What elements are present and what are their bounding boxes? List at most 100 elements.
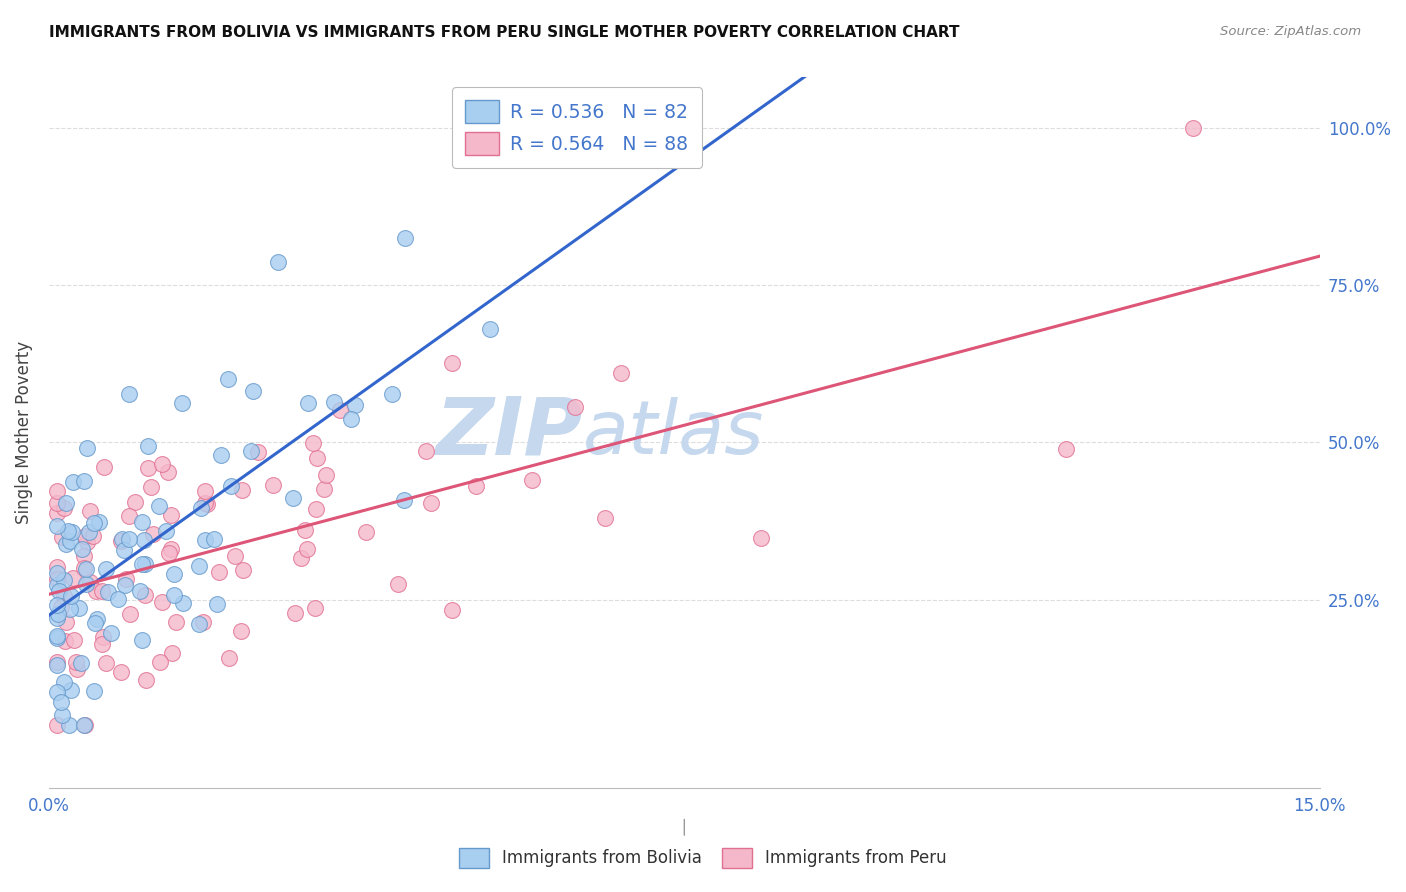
Point [232, 562, 254, 576]
Point [46, 506, 69, 520]
Point [55, 496, 77, 510]
Point [118, 508, 141, 523]
Text: IMMIGRANTS FROM BOLIVIA VS IMMIGRANTS FROM PERU SINGLE MOTHER POVERTY CORRELATIO: IMMIGRANTS FROM BOLIVIA VS IMMIGRANTS FR… [49, 25, 960, 40]
Point [66, 661, 89, 675]
Point [208, 565, 231, 579]
Point [96, 562, 118, 576]
Point [136, 461, 159, 475]
Point [114, 578, 136, 592]
Point [75, 529, 97, 543]
Point [46, 496, 69, 510]
Point [307, 450, 329, 465]
Legend: Immigrants from Bolivia, Immigrants from Peru: Immigrants from Bolivia, Immigrants from… [453, 841, 953, 875]
Point [281, 491, 304, 505]
Point [86, 612, 108, 626]
Point [46, 655, 69, 669]
Point [65, 655, 87, 669]
Legend: R = 0.536   N = 82, R = 0.564   N = 88: R = 0.536 N = 82, R = 0.564 N = 88 [453, 87, 702, 169]
Point [75, 561, 97, 575]
Point [749, 531, 772, 545]
Point [73, 718, 96, 732]
Point [267, 255, 290, 269]
Point [132, 533, 155, 548]
Point [155, 524, 177, 538]
Point [56, 524, 79, 538]
Point [564, 400, 586, 414]
Point [294, 524, 316, 538]
Point [160, 508, 183, 523]
Point [58, 718, 80, 732]
Point [136, 439, 159, 453]
Point [202, 532, 225, 546]
Text: ZIP: ZIP [436, 394, 582, 472]
Point [194, 533, 217, 548]
Point [55, 615, 77, 630]
Point [46, 610, 69, 624]
Point [193, 615, 215, 629]
Point [73, 561, 96, 575]
Point [172, 595, 194, 609]
Point [79, 575, 101, 590]
Point [46, 566, 69, 581]
Point [135, 673, 157, 687]
Point [100, 626, 122, 640]
Point [1181, 120, 1204, 135]
Point [111, 532, 134, 546]
Point [91, 630, 114, 644]
Point [112, 542, 135, 557]
Point [163, 588, 186, 602]
Point [117, 387, 139, 401]
Point [149, 656, 172, 670]
Point [110, 665, 132, 679]
Point [242, 384, 264, 398]
Point [46, 685, 69, 699]
Point [217, 372, 239, 386]
Point [51, 708, 73, 723]
Point [387, 576, 409, 591]
Point [160, 646, 183, 660]
Point [72, 542, 94, 557]
Point [305, 502, 328, 516]
Point [76, 535, 98, 549]
Point [53, 674, 76, 689]
Point [46, 484, 69, 499]
Point [46, 560, 69, 574]
Point [343, 398, 366, 412]
Point [70, 656, 93, 670]
Point [301, 435, 323, 450]
Point [46, 629, 69, 643]
Point [329, 403, 352, 417]
Point [312, 483, 335, 497]
Point [52, 500, 75, 515]
Point [59, 601, 82, 615]
Point [62, 475, 84, 490]
Point [51, 531, 73, 545]
Point [205, 597, 228, 611]
Point [53, 573, 76, 587]
Point [190, 500, 212, 515]
Point [394, 231, 416, 245]
Point [170, 396, 193, 410]
Point [94, 656, 117, 670]
Point [142, 527, 165, 541]
Point [441, 603, 464, 617]
Point [297, 542, 319, 557]
Point [381, 386, 404, 401]
Point [46, 631, 69, 645]
Point [593, 511, 616, 525]
Point [53, 633, 76, 648]
Point [107, 591, 129, 606]
Point [297, 396, 319, 410]
Point [67, 601, 90, 615]
Point [97, 585, 120, 599]
Point [46, 578, 69, 592]
Point [82, 529, 104, 543]
Point [46, 519, 69, 533]
Point [83, 684, 105, 698]
Point [48, 607, 70, 621]
Point [522, 474, 544, 488]
Point [152, 457, 174, 471]
Point [79, 504, 101, 518]
Point [131, 632, 153, 647]
Point [441, 356, 464, 370]
